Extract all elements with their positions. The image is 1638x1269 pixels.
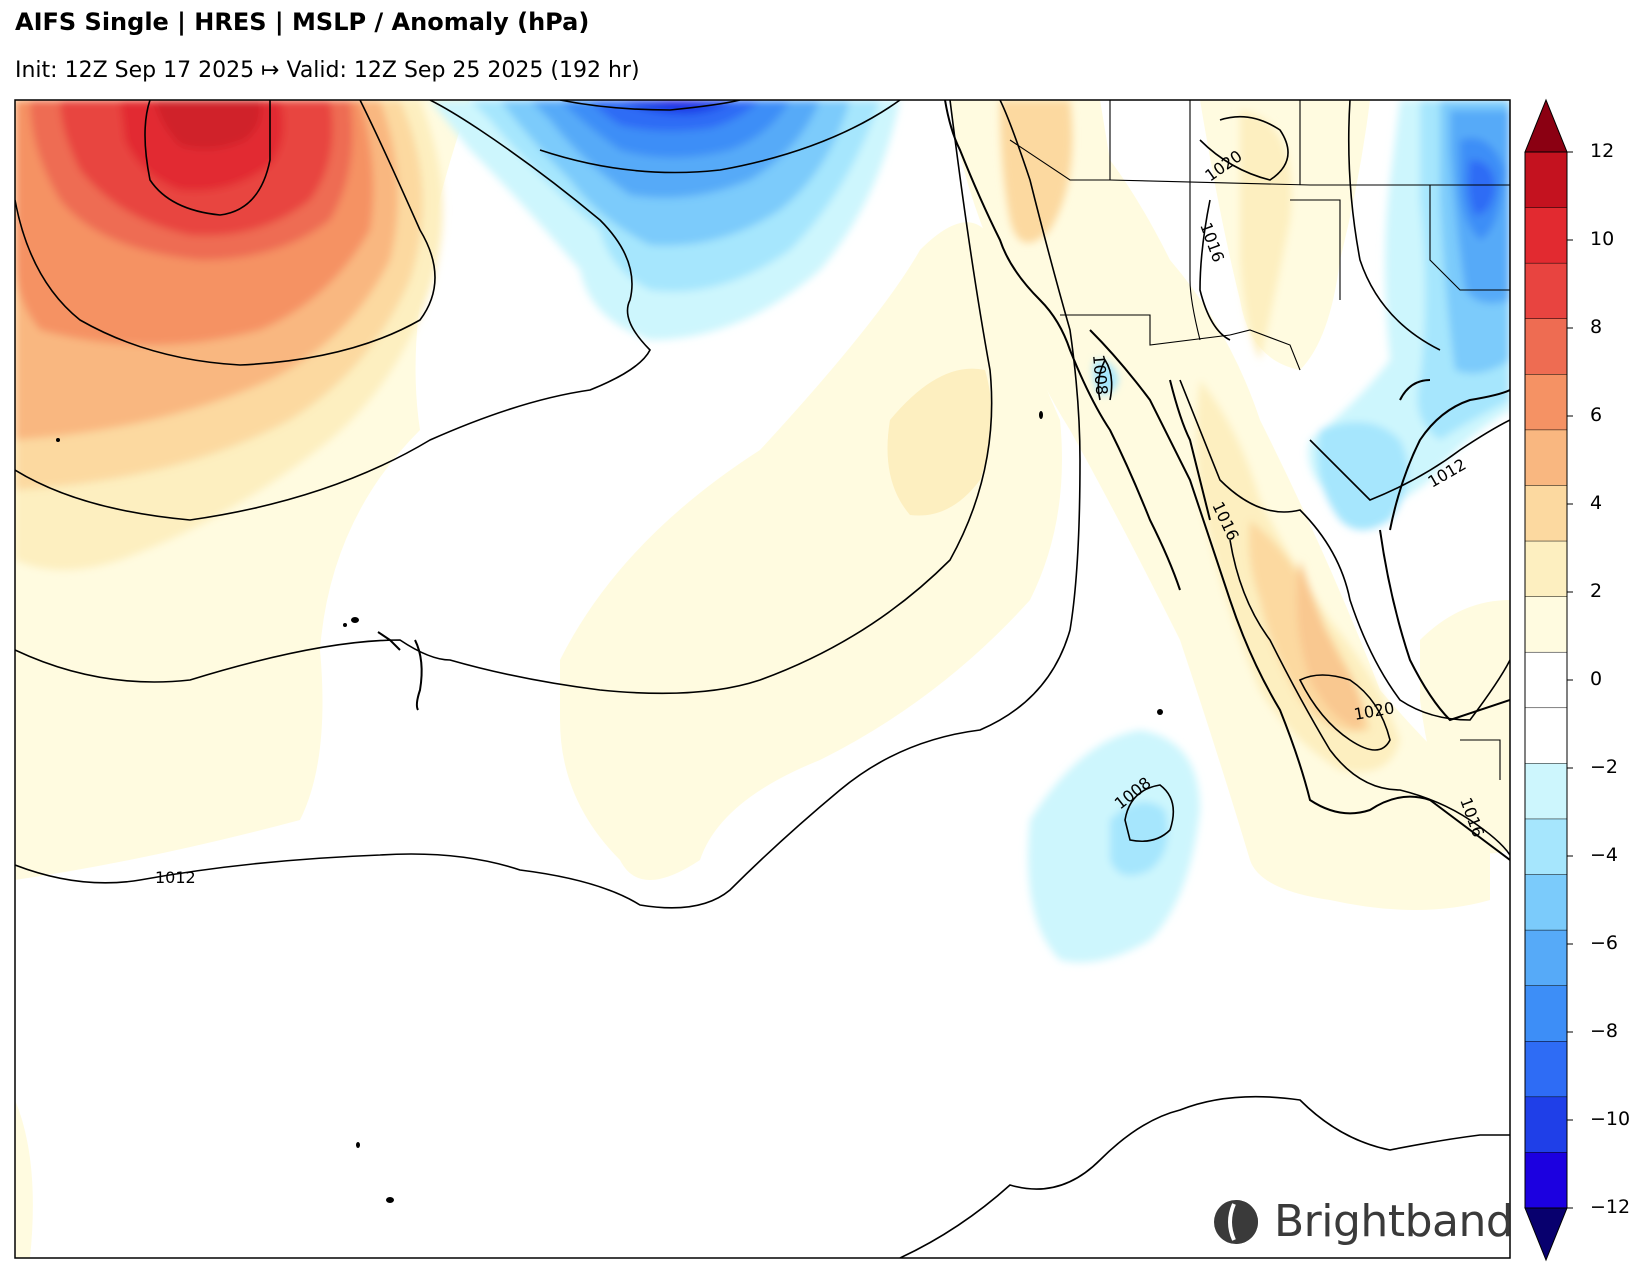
colorbar-bin: [1525, 985, 1567, 1042]
anomaly-shading: 1012 1008 1016 1020 1016 1008 1016 1012 …: [15, 100, 1510, 1258]
colorbar-tick-label: 0: [1590, 668, 1603, 690]
colorbar-bin: [1525, 652, 1567, 709]
colorbar-tick-label: 6: [1590, 404, 1603, 426]
colorbar-bin: [1525, 207, 1567, 264]
islands: [56, 411, 1163, 1203]
colorbar-tick-label: 10: [1590, 228, 1615, 250]
brightband-logo: Brightband: [1262, 1196, 1514, 1247]
colorbar-tick-label: 4: [1590, 492, 1603, 514]
map-title: AIFS Single | HRES | MSLP / Anomaly (hPa…: [15, 8, 590, 36]
colorbar-bin: [1525, 1152, 1567, 1209]
colorbar-bin: [1525, 1096, 1567, 1153]
colorbar-bin: [1525, 318, 1567, 375]
colorbar: [1524, 98, 1573, 1262]
map-subtitle: Init: 12Z Sep 17 2025 ↦ Valid: 12Z Sep 2…: [15, 58, 640, 83]
colorbar-bin: [1525, 930, 1567, 987]
colorbar-tick-label: 12: [1590, 140, 1615, 162]
colorbar-bin: [1525, 152, 1567, 209]
colorbar-bin: [1525, 596, 1567, 653]
colorbar-tick-label: −8: [1590, 1020, 1619, 1042]
brand-name: Brightband: [1274, 1196, 1514, 1247]
colorbar-tick-label: −4: [1590, 844, 1619, 866]
colorbar-tick-label: 8: [1590, 316, 1603, 338]
colorbar-tick-label: −10: [1590, 1108, 1631, 1130]
political-borders: [1009, 100, 1510, 780]
coastlines: [377, 100, 1510, 861]
isobar-lines: [15, 100, 1510, 1258]
colorbar-bin: [1525, 485, 1567, 542]
colorbar-tick-label: −2: [1590, 756, 1619, 778]
isobar-label: 1008: [1089, 354, 1111, 396]
colorbar-bin: [1525, 874, 1567, 931]
colorbar-tick-label: −12: [1590, 1196, 1631, 1218]
colorbar-tick-label: −6: [1590, 932, 1619, 954]
colorbar-tick-label: 2: [1590, 580, 1603, 602]
colorbar-bin: [1525, 1041, 1567, 1098]
isobar-label: 1012: [155, 868, 196, 887]
brightband-logo-icon: [1214, 1200, 1258, 1244]
colorbar-bin: [1525, 707, 1567, 764]
colorbar-bin: [1525, 429, 1567, 486]
colorbar-bin: [1525, 541, 1567, 598]
colorbar-max-extend: [1524, 98, 1568, 153]
colorbar-bin: [1525, 818, 1567, 876]
colorbar-bin: [1525, 263, 1567, 320]
colorbar-min-extend: [1524, 1207, 1568, 1262]
colorbar-bin: [1525, 374, 1567, 431]
map-frame: [14, 99, 1511, 1259]
colorbar-bin: [1525, 763, 1567, 820]
